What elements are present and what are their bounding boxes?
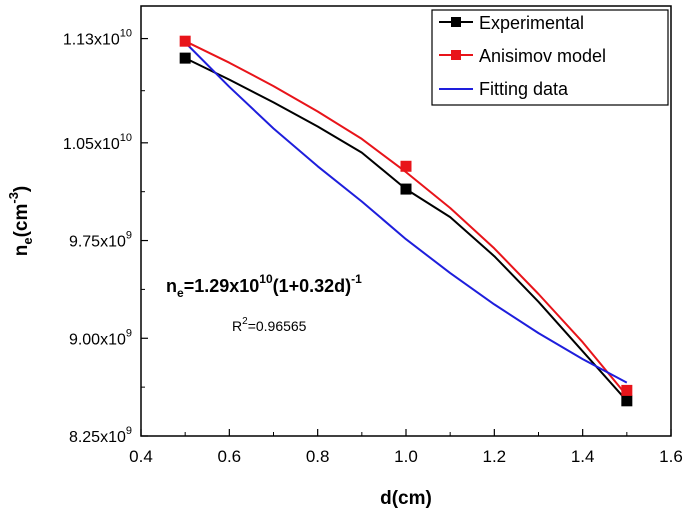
- legend-label-experimental: Experimental: [479, 13, 584, 33]
- data-point-anisimov-model: [179, 35, 191, 47]
- legend-label-fitting: Fitting data: [479, 79, 569, 99]
- data-point-anisimov-model: [400, 160, 412, 172]
- y-tick-label: 8.25x109: [69, 425, 132, 446]
- data-point-experimental: [400, 183, 412, 195]
- y-axis-title-close: ): [11, 186, 32, 192]
- y-axis-title-unit: (cm: [11, 204, 32, 238]
- r-squared-annotation: R2=0.96565: [232, 316, 307, 334]
- x-tick-label: 1.0: [394, 447, 418, 466]
- data-point-experimental: [179, 52, 191, 64]
- legend-marker-anisimov: [451, 50, 461, 60]
- legend-item-fitting: Fitting data: [439, 79, 569, 99]
- equation-sub: e: [177, 286, 184, 300]
- series-layer: [179, 35, 633, 407]
- x-axis-title: d(cm): [380, 488, 432, 509]
- data-point-anisimov-model: [621, 384, 633, 396]
- y-axis-title-sub: e: [20, 237, 35, 244]
- x-tick-label: 1.6: [659, 447, 683, 466]
- x-tick-label: 0.8: [306, 447, 330, 466]
- y-axis-title: ne(cm-3): [6, 186, 35, 257]
- x-tick-label: 0.6: [218, 447, 242, 466]
- series-line-experimental: [184, 57, 628, 402]
- x-tick-label: 0.4: [129, 447, 153, 466]
- r-squared-sup: 2: [242, 316, 248, 327]
- y-tick-label: 9.75x109: [69, 230, 132, 251]
- y-axis-title-sup: -3: [6, 192, 21, 204]
- legend-label-anisimov: Anisimov model: [479, 46, 606, 66]
- x-tick-label: 1.2: [483, 447, 507, 466]
- series-line-anisimov-model: [184, 40, 628, 397]
- equation-n: n: [166, 276, 177, 296]
- y-tick-label: 1.13x1010: [63, 28, 132, 49]
- y-tick-label: 9.00x109: [69, 327, 132, 348]
- data-point-experimental: [621, 395, 633, 407]
- y-axis-title-base: n: [11, 245, 32, 257]
- x-tick-label: 1.4: [571, 447, 595, 466]
- equation-mid: =1.29x10: [184, 276, 260, 296]
- equation-sup: 10: [259, 272, 273, 286]
- series-line-fitting-data: [184, 41, 628, 384]
- legend-item-experimental: Experimental: [439, 13, 584, 33]
- r-squared-value: =0.96565: [248, 318, 307, 334]
- r-squared-prefix: R: [232, 318, 242, 334]
- equation-sup2: -1: [351, 272, 362, 286]
- equation-tail: (1+0.32d): [273, 276, 352, 296]
- legend: Experimental Anisimov model Fitting data: [431, 9, 669, 106]
- y-tick-label: 1.05x1010: [63, 132, 132, 153]
- legend-item-anisimov: Anisimov model: [439, 46, 606, 66]
- axis-ticks: 0.4 0.6 0.8 1.0 1.2 1.4 1.6 8.25x109 9.00x109 9.7…: [63, 28, 683, 466]
- legend-marker-experimental: [451, 17, 461, 27]
- equation-annotation: ne=1.29x1010(1+0.32d)-1: [166, 272, 362, 300]
